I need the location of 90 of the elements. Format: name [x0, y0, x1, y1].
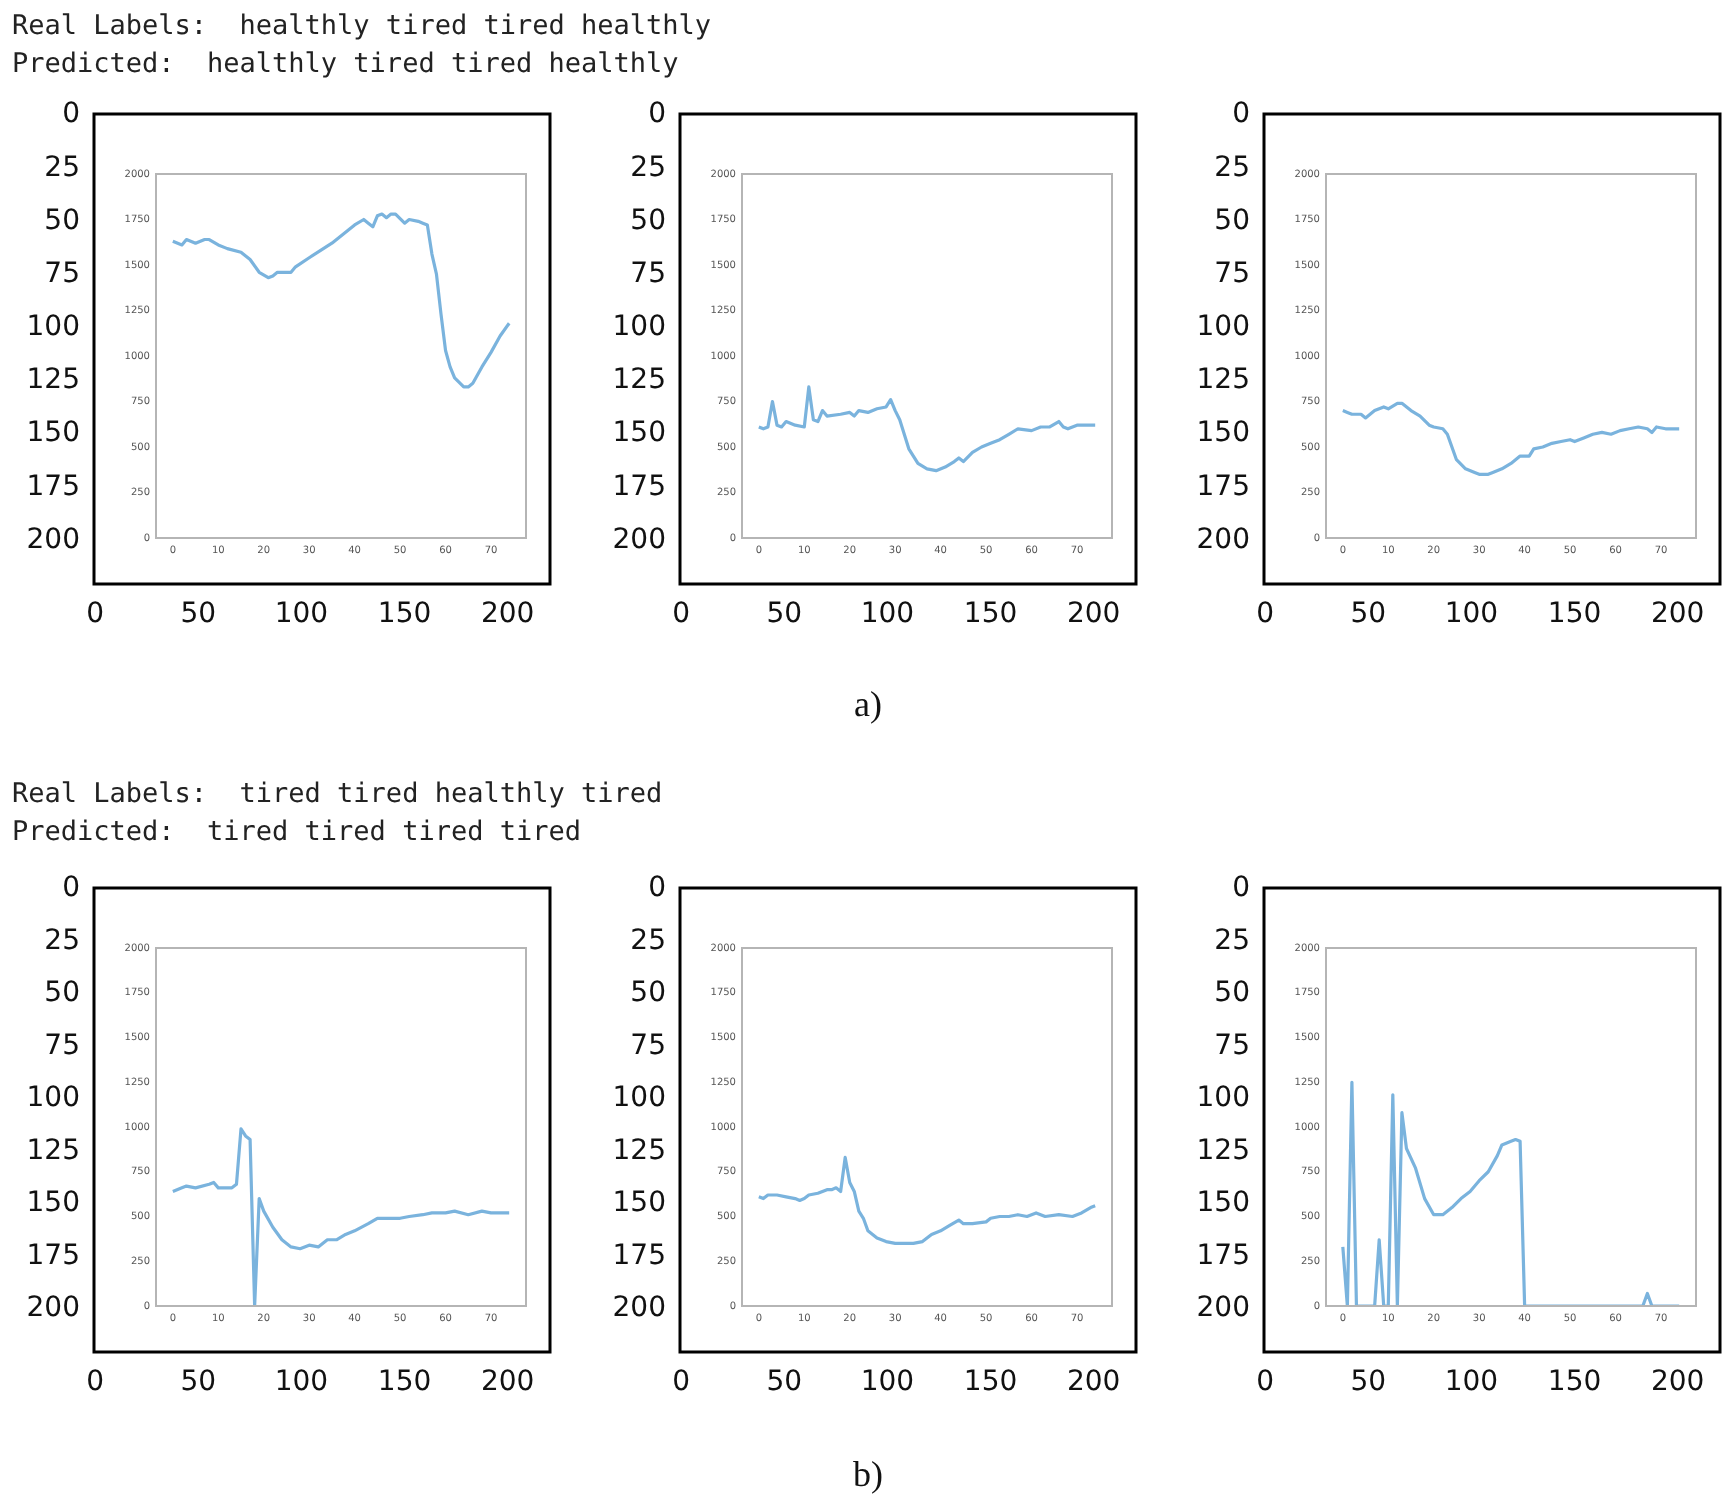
- y2-tick-label: 125: [612, 1134, 666, 1167]
- y2-tick-label: 100: [26, 1082, 80, 1115]
- y2-tick-label: 150: [612, 417, 666, 450]
- x2-tick-label: 0: [672, 1366, 690, 1399]
- y2-tick-label: 125: [26, 364, 80, 397]
- y2-tick-label: 200: [1196, 1292, 1250, 1325]
- x2-tick-label: 150: [1547, 598, 1602, 631]
- y2-tick-label: 25: [1214, 151, 1250, 184]
- x2-tick-label: 100: [860, 598, 915, 631]
- y2-tick-label: 25: [630, 151, 666, 184]
- x2-tick-label: 0: [86, 598, 104, 631]
- y2-tick-label: 150: [612, 1187, 666, 1220]
- y2-tick-label: 0: [1232, 98, 1250, 131]
- x2-tick-label: 50: [180, 1366, 217, 1399]
- y2-tick-label: 0: [62, 98, 80, 131]
- y2-tick-label: 0: [1232, 872, 1250, 905]
- y2-tick-label: 125: [1196, 364, 1250, 397]
- y2-tick-label: 25: [44, 924, 80, 957]
- y2-tick-label: 150: [1196, 1187, 1250, 1220]
- y2-tick-label: 175: [1196, 1239, 1250, 1272]
- x2-tick-label: 150: [963, 1366, 1018, 1399]
- text: Real Labels: healthly tired tired healthly: [12, 8, 711, 44]
- y2-tick-label: 100: [1196, 311, 1250, 344]
- y2-tick-label: 150: [26, 1187, 80, 1220]
- x2-tick-label: 200: [480, 1366, 535, 1399]
- y2-tick-label: 100: [612, 311, 666, 344]
- y2-tick-label: 50: [1214, 204, 1250, 237]
- y2-tick-label: 150: [26, 417, 80, 450]
- x2-tick-label: 100: [274, 598, 329, 631]
- y2-tick-label: 25: [1214, 924, 1250, 957]
- x2-tick-label: 0: [86, 1366, 104, 1399]
- y2-tick-label: 175: [26, 1239, 80, 1272]
- x2-tick-label: 50: [766, 1366, 803, 1399]
- y2-tick-label: 75: [44, 1029, 80, 1062]
- y2-tick-label: 200: [612, 1292, 666, 1325]
- x2-tick-label: 200: [1066, 1366, 1121, 1399]
- x2-tick-label: 0: [1256, 598, 1274, 631]
- y2-tick-label: 50: [630, 204, 666, 237]
- y2-tick-label: 50: [44, 204, 80, 237]
- y2-tick-label: 125: [612, 364, 666, 397]
- y2-tick-label: 175: [612, 470, 666, 503]
- y2-tick-label: 50: [1214, 977, 1250, 1010]
- y2-tick-label: 125: [26, 1134, 80, 1167]
- x2-tick-label: 200: [480, 598, 535, 631]
- y2-tick-label: 200: [26, 523, 80, 556]
- x2-tick-label: 150: [377, 1366, 432, 1399]
- y2-tick-label: 100: [612, 1082, 666, 1115]
- x2-tick-label: 200: [1650, 1366, 1705, 1399]
- y2-tick-label: 200: [1196, 523, 1250, 556]
- x2-tick-label: 150: [963, 598, 1018, 631]
- y2-tick-label: 200: [612, 523, 666, 556]
- y2-tick-label: 175: [612, 1239, 666, 1272]
- text: b): [851, 1454, 885, 1496]
- y2-tick-label: 100: [1196, 1082, 1250, 1115]
- y2-tick-label: 25: [44, 151, 80, 184]
- y2-tick-label: 75: [1214, 257, 1250, 290]
- x2-tick-label: 100: [860, 1366, 915, 1399]
- x2-tick-label: 50: [766, 598, 803, 631]
- y2-tick-label: 0: [648, 872, 666, 905]
- y2-tick-label: 75: [1214, 1029, 1250, 1062]
- y2-tick-label: 200: [26, 1292, 80, 1325]
- y2-tick-label: 50: [630, 977, 666, 1010]
- text: Real Labels: tired tired healthly tired: [12, 776, 663, 812]
- y2-tick-label: 125: [1196, 1134, 1250, 1167]
- text: Predicted: healthly tired tired healthly: [12, 46, 679, 82]
- x2-tick-label: 100: [1444, 1366, 1499, 1399]
- x2-tick-label: 200: [1650, 598, 1705, 631]
- x2-tick-label: 50: [1350, 598, 1387, 631]
- x2-tick-label: 50: [1350, 1366, 1387, 1399]
- x2-tick-label: 150: [377, 598, 432, 631]
- y2-tick-label: 0: [62, 872, 80, 905]
- y2-tick-label: 50: [44, 977, 80, 1010]
- x2-tick-label: 150: [1547, 1366, 1602, 1399]
- x2-tick-label: 0: [672, 598, 690, 631]
- text: a): [852, 684, 884, 726]
- y2-tick-label: 0: [648, 98, 666, 131]
- text: Predicted: tired tired tired tired: [12, 814, 581, 850]
- y2-tick-label: 100: [26, 311, 80, 344]
- x2-tick-label: 0: [1256, 1366, 1274, 1399]
- x2-tick-label: 100: [274, 1366, 329, 1399]
- y2-tick-label: 75: [44, 257, 80, 290]
- y2-tick-label: 175: [26, 470, 80, 503]
- x2-tick-label: 200: [1066, 598, 1121, 631]
- y2-tick-label: 175: [1196, 470, 1250, 503]
- x2-tick-label: 50: [180, 598, 217, 631]
- y2-tick-label: 150: [1196, 417, 1250, 450]
- x2-tick-label: 100: [1444, 598, 1499, 631]
- y2-tick-label: 75: [630, 1029, 666, 1062]
- y2-tick-label: 25: [630, 924, 666, 957]
- y2-tick-label: 75: [630, 257, 666, 290]
